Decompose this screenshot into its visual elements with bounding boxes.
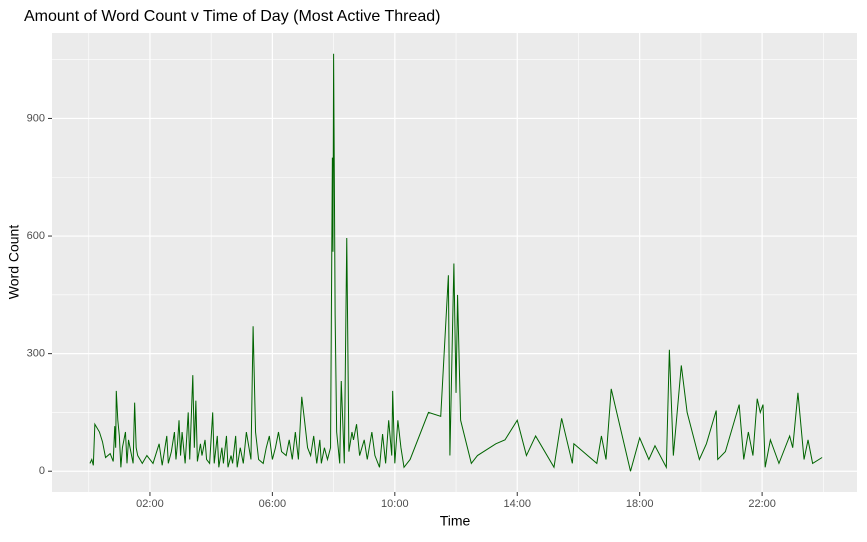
data-line [89, 53, 823, 472]
chart-title: Amount of Word Count v Time of Day (Most… [24, 8, 440, 25]
x-tick-label: 14:00 [503, 498, 531, 510]
x-tick-label: 10:00 [381, 498, 409, 510]
x-tick-label: 02:00 [136, 498, 164, 510]
y-tick-label: 600 [27, 230, 45, 242]
y-tick-label: 900 [27, 112, 45, 124]
x-tick-label: 18:00 [626, 498, 654, 510]
y-tick-label: 300 [27, 348, 45, 360]
y-axis-label: Word Count [6, 225, 22, 300]
x-axis-label: Time [440, 513, 471, 529]
panel [52, 33, 857, 492]
x-tick-label: 22:00 [748, 498, 776, 510]
y-tick-label: 0 [39, 465, 45, 477]
x-tick-label: 06:00 [259, 498, 287, 510]
